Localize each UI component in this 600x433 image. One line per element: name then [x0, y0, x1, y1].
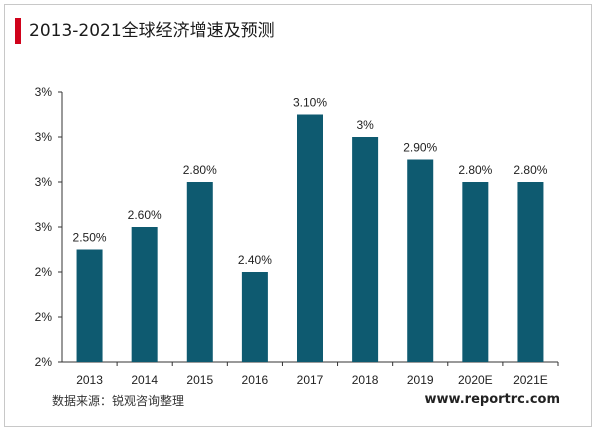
data-label: 2.50%	[73, 231, 107, 245]
data-label: 2.80%	[183, 163, 217, 177]
y-tick-label: 3%	[35, 130, 53, 144]
x-tick-label: 2018	[352, 373, 379, 387]
data-label: 2.60%	[128, 208, 162, 222]
bar	[407, 159, 434, 362]
x-tick-label: 2014	[131, 373, 158, 387]
website-url[interactable]: www.reportrc.com	[424, 392, 560, 407]
bar	[462, 182, 489, 362]
title-accent-bar	[15, 18, 21, 44]
x-tick-label: 2019	[407, 373, 434, 387]
bar	[131, 227, 158, 362]
data-label: 3%	[356, 118, 374, 132]
y-tick-label: 2%	[35, 265, 53, 279]
bar	[297, 114, 323, 362]
y-tick-label: 2%	[35, 355, 53, 369]
bar	[76, 249, 103, 362]
bar	[241, 272, 268, 362]
x-tick-label: 2016	[242, 373, 269, 387]
x-tick-label: 2020E	[458, 373, 493, 387]
source-note: 数据来源：锐观咨询整理	[52, 394, 185, 408]
data-label: 2.80%	[458, 163, 492, 177]
data-label: 2.80%	[513, 163, 547, 177]
bar	[186, 182, 213, 362]
data-label: 2.40%	[238, 253, 272, 267]
x-tick-label: 2017	[297, 373, 324, 387]
y-tick-label: 3%	[35, 220, 53, 234]
y-tick-label: 3%	[35, 175, 53, 189]
bar	[517, 182, 544, 362]
y-tick-label: 3%	[35, 85, 53, 99]
data-label: 3.10%	[293, 96, 327, 110]
x-tick-label: 2021E	[513, 373, 548, 387]
data-label: 2.90%	[403, 141, 437, 155]
x-tick-label: 2013	[76, 373, 103, 387]
chart-title: 2013-2021全球经济增速及预测	[29, 21, 275, 41]
x-tick-label: 2015	[186, 373, 213, 387]
bar	[352, 137, 379, 362]
y-tick-label: 2%	[35, 310, 53, 324]
